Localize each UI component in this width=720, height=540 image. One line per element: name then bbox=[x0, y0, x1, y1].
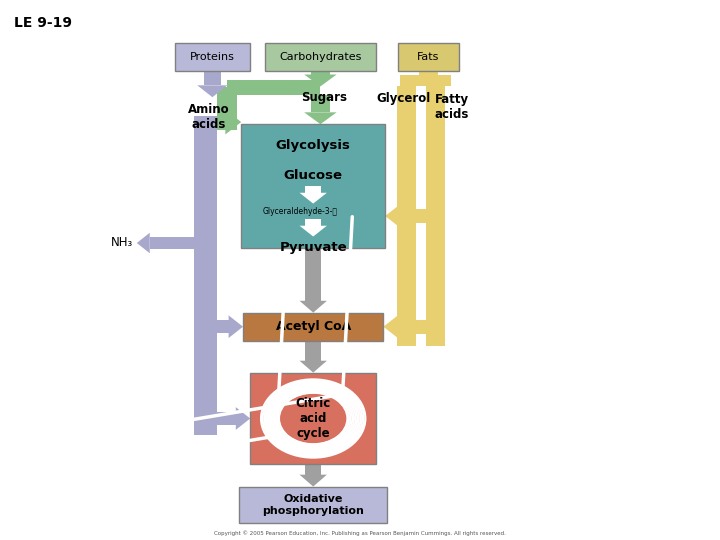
Polygon shape bbox=[300, 475, 327, 487]
Polygon shape bbox=[197, 85, 228, 97]
Bar bbox=[305, 186, 321, 193]
Text: Glucose: Glucose bbox=[284, 169, 343, 182]
Text: NH₃: NH₃ bbox=[112, 237, 133, 249]
Bar bbox=[311, 71, 330, 75]
Bar bbox=[227, 80, 320, 95]
Ellipse shape bbox=[281, 394, 346, 443]
Text: Oxidative
phosphorylation: Oxidative phosphorylation bbox=[262, 494, 364, 516]
Text: Citric
acid
cycle: Citric acid cycle bbox=[296, 397, 330, 440]
Bar bbox=[239, 487, 387, 523]
Polygon shape bbox=[229, 315, 243, 338]
Bar bbox=[397, 86, 416, 346]
Bar bbox=[150, 237, 194, 249]
Bar bbox=[400, 75, 451, 86]
Bar bbox=[426, 86, 445, 346]
Polygon shape bbox=[137, 233, 150, 253]
Text: Pyruvate: Pyruvate bbox=[279, 241, 347, 254]
Bar bbox=[311, 94, 330, 112]
Text: Acetyl CoA: Acetyl CoA bbox=[276, 320, 351, 333]
Text: Glycerol: Glycerol bbox=[376, 92, 431, 105]
Bar bbox=[251, 373, 376, 464]
Text: Amino
acids: Amino acids bbox=[188, 103, 230, 131]
Text: Glycolysis: Glycolysis bbox=[276, 139, 351, 152]
Polygon shape bbox=[300, 361, 327, 373]
Bar bbox=[241, 124, 385, 248]
Bar bbox=[243, 313, 383, 341]
Polygon shape bbox=[236, 407, 251, 430]
Bar bbox=[217, 87, 237, 130]
Bar bbox=[397, 209, 445, 223]
Polygon shape bbox=[304, 75, 337, 86]
Bar bbox=[397, 320, 445, 334]
Bar bbox=[194, 116, 217, 435]
Text: Glyceraldehyde-3-ⓟ: Glyceraldehyde-3-ⓟ bbox=[263, 207, 338, 216]
Bar bbox=[305, 464, 321, 475]
Polygon shape bbox=[300, 301, 327, 313]
Text: Sugars: Sugars bbox=[301, 91, 347, 104]
Polygon shape bbox=[300, 193, 327, 204]
Bar bbox=[305, 219, 321, 226]
Text: LE 9-19: LE 9-19 bbox=[14, 16, 73, 30]
Bar bbox=[265, 43, 376, 71]
Polygon shape bbox=[385, 205, 400, 227]
Bar bbox=[174, 43, 251, 71]
Bar bbox=[217, 114, 225, 130]
Bar bbox=[399, 320, 445, 334]
Polygon shape bbox=[300, 226, 327, 237]
Bar bbox=[305, 341, 321, 361]
Bar bbox=[419, 71, 438, 76]
Polygon shape bbox=[225, 110, 241, 134]
Bar bbox=[217, 320, 229, 333]
Text: Carbohydrates: Carbohydrates bbox=[279, 52, 361, 62]
Bar bbox=[204, 71, 221, 85]
Bar bbox=[305, 248, 321, 301]
Text: Fats: Fats bbox=[417, 52, 440, 62]
Text: Fatty
acids: Fatty acids bbox=[434, 93, 469, 121]
Polygon shape bbox=[383, 314, 399, 339]
Text: Proteins: Proteins bbox=[190, 52, 235, 62]
Text: Copyright © 2005 Pearson Education, Inc. Publishing as Pearson Benjamin Cummings: Copyright © 2005 Pearson Education, Inc.… bbox=[214, 530, 506, 536]
Bar bbox=[397, 43, 459, 71]
Bar bbox=[217, 412, 236, 425]
Polygon shape bbox=[304, 112, 337, 124]
Polygon shape bbox=[412, 76, 444, 87]
